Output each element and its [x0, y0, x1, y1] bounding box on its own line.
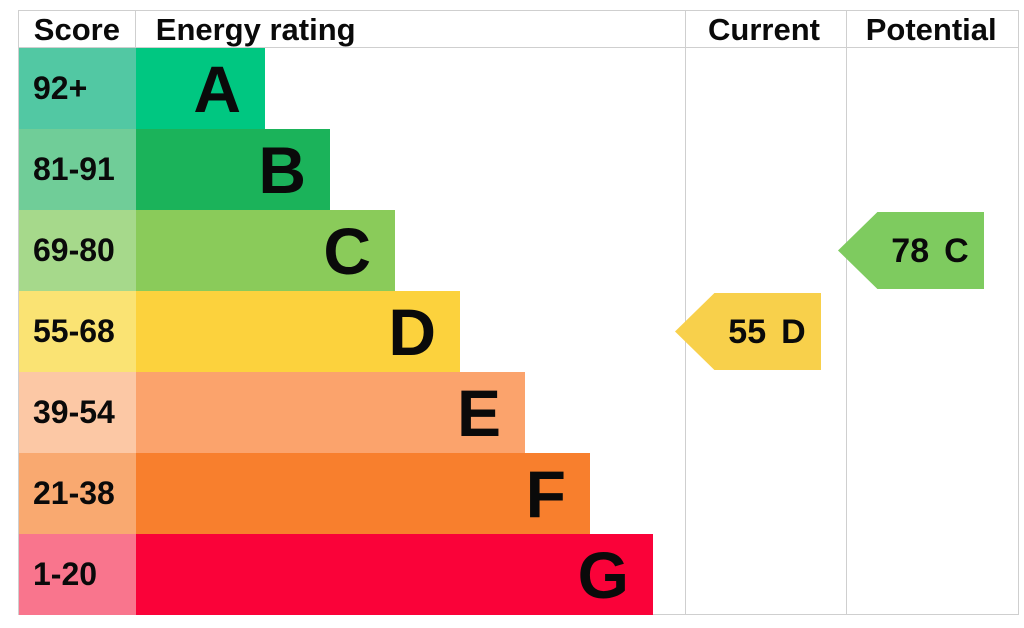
- rating-bar-d: D: [136, 291, 460, 372]
- rating-band-row-f: 21-38 F: [19, 453, 1020, 534]
- rating-bar-c: C: [136, 210, 395, 291]
- chart-table: Score Energy rating Current Potential 92…: [18, 10, 1019, 615]
- rating-band-row-e: 39-54 E: [19, 372, 1020, 453]
- rating-bar-f: F: [136, 453, 590, 534]
- potential-column-header: Potential: [865, 11, 997, 47]
- rating-band-row-a: 92+ A: [19, 48, 1020, 129]
- score-range-label: 92+: [19, 48, 136, 129]
- rating-band-row-c: 69-80 C: [19, 210, 1020, 291]
- chart-header-row: Score Energy rating Current Potential: [19, 11, 1018, 48]
- rating-bar-e: E: [136, 372, 525, 453]
- potential-column-divider: [846, 11, 847, 614]
- score-range-label: 81-91: [19, 129, 136, 210]
- rating-band-row-g: 1-20 G: [19, 534, 1020, 615]
- rating-band-row-b: 81-91 B: [19, 129, 1020, 210]
- energy-rating-column-header: Energy rating: [155, 11, 356, 47]
- current-column-divider: [685, 11, 686, 614]
- rating-bar-b: B: [136, 129, 330, 210]
- current-column-header: Current: [708, 11, 820, 47]
- score-column-header: Score: [19, 11, 136, 47]
- score-range-label: 55-68: [19, 291, 136, 372]
- rating-bar-g: G: [136, 534, 653, 615]
- score-range-label: 39-54: [19, 372, 136, 453]
- rating-band-rows: 92+ A 81-91 B 69-80 C 55-68 D 39-54 E 21-38 F 1-20 G: [19, 48, 1020, 615]
- rating-band-row-d: 55-68 D: [19, 291, 1020, 372]
- rating-bar-a: A: [136, 48, 265, 129]
- current-rating-letter: D: [781, 312, 806, 351]
- potential-rating-letter: C: [944, 231, 969, 270]
- score-range-label: 69-80: [19, 210, 136, 291]
- score-range-label: 21-38: [19, 453, 136, 534]
- current-score-value: 55: [728, 312, 767, 351]
- score-range-label: 1-20: [19, 534, 136, 615]
- potential-score-value: 78: [891, 231, 930, 270]
